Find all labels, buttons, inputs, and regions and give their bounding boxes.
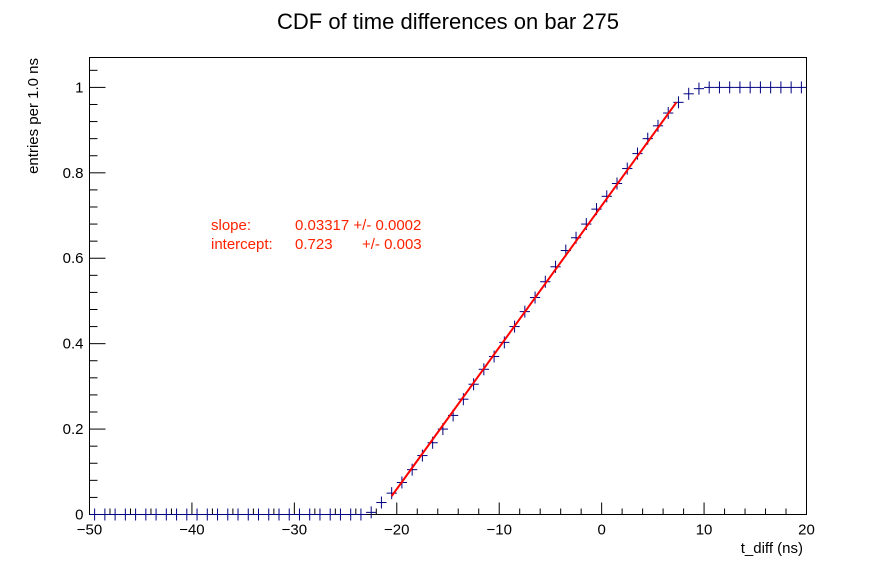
data-point <box>755 81 766 94</box>
data-point <box>786 81 797 94</box>
data-point <box>652 119 664 132</box>
data-point <box>775 81 787 94</box>
intercept-label: intercept: <box>211 236 273 253</box>
y-axis-title: entries per 1.0 ns <box>25 58 42 174</box>
data-point <box>273 508 285 521</box>
data-point <box>355 508 367 521</box>
data-points <box>89 81 807 521</box>
data-point <box>765 81 776 94</box>
data-point <box>232 508 244 521</box>
x-tick-label: −50 <box>77 522 102 539</box>
data-point <box>376 496 387 509</box>
fit-annotation: slope: 0.03317 +/- 0.0002 intercept: 0.7… <box>211 217 422 253</box>
data-point <box>386 487 397 500</box>
x-tick-label: 0 <box>597 522 605 539</box>
data-point <box>140 508 151 521</box>
data-point <box>540 275 551 288</box>
intercept-value: 0.723 <box>295 236 333 253</box>
data-point <box>243 508 254 521</box>
data-point <box>130 508 141 521</box>
data-point <box>253 508 264 521</box>
axis-tick-labels: −50 −40 −30 −20 −10 0 10 20 0 0.2 0.4 0.6 0.8 1 <box>63 79 815 538</box>
data-point <box>345 508 356 521</box>
data-point <box>109 508 121 521</box>
data-point <box>714 81 725 94</box>
x-tick-label: −10 <box>486 522 511 539</box>
data-point <box>673 96 684 109</box>
slope-label: slope: <box>211 217 251 234</box>
data-point <box>693 82 705 95</box>
data-point <box>745 81 756 94</box>
y-tick-label: 0.6 <box>63 250 84 267</box>
data-point <box>191 508 203 521</box>
data-point <box>335 508 346 521</box>
data-point <box>724 81 735 94</box>
data-point <box>622 162 633 175</box>
data-point <box>181 508 192 521</box>
data-point <box>407 463 418 476</box>
data-point <box>366 506 377 519</box>
x-tick-label: 20 <box>798 522 815 539</box>
data-point <box>294 508 305 521</box>
x-tick-label: −30 <box>282 522 307 539</box>
y-tick-label: 0.4 <box>63 336 84 353</box>
x-tick-label: −40 <box>179 522 204 539</box>
slope-value: 0.03317 +/- 0.0002 <box>295 217 421 234</box>
fit-line <box>390 101 678 497</box>
data-point <box>325 508 336 521</box>
plot-frame <box>89 57 807 515</box>
data-point <box>202 508 213 521</box>
x-axis-title: t_diff (ns) <box>741 540 803 557</box>
data-point <box>734 81 746 94</box>
y-tick-label: 0.2 <box>63 421 84 438</box>
data-point <box>171 508 182 521</box>
data-point <box>488 350 500 363</box>
data-point <box>150 508 162 521</box>
data-point <box>499 336 510 349</box>
y-tick-label: 0 <box>75 507 83 524</box>
data-point <box>458 393 469 406</box>
data-point <box>314 508 326 521</box>
data-point <box>796 81 807 94</box>
data-point <box>683 87 694 100</box>
data-point <box>212 508 223 521</box>
data-point <box>284 508 295 521</box>
x-tick-label: −20 <box>384 522 409 539</box>
intercept-error: +/- 0.003 <box>362 236 422 253</box>
y-tick-label: 1 <box>75 79 83 96</box>
data-point <box>304 508 315 521</box>
y-tick-label: 0.8 <box>63 165 84 182</box>
data-point <box>222 508 233 521</box>
x-tick-label: 10 <box>696 522 713 539</box>
data-point <box>99 508 110 521</box>
data-point <box>89 508 100 521</box>
data-point <box>704 81 715 94</box>
data-point <box>161 508 172 521</box>
data-point <box>417 449 428 462</box>
data-point <box>263 508 274 521</box>
data-point <box>120 508 131 521</box>
chart-title: CDF of time differences on bar 275 <box>277 9 619 34</box>
